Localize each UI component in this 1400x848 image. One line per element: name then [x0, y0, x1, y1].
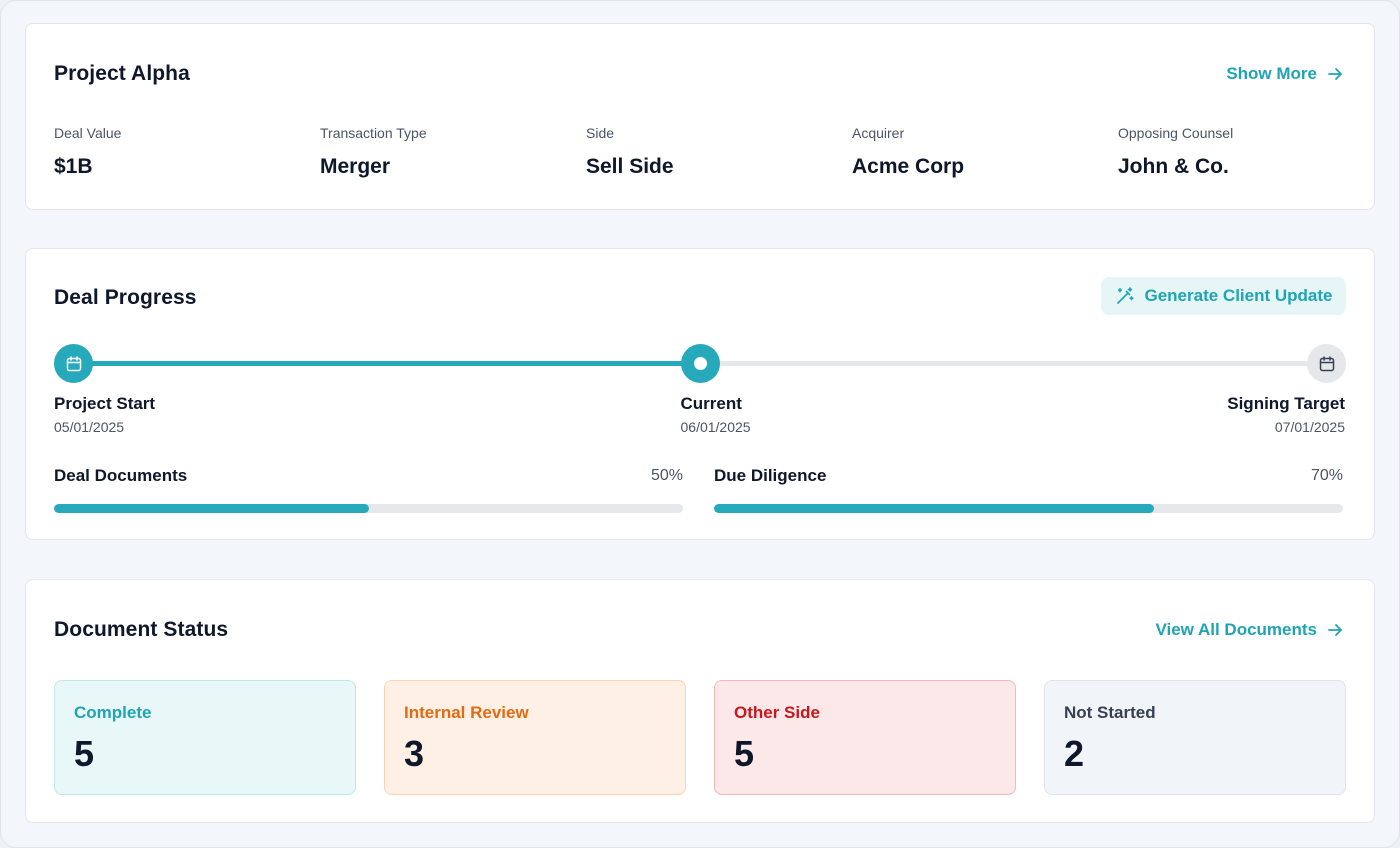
- progress-bar-name: Deal Documents: [54, 466, 188, 485]
- status-card-other-side[interactable]: Other Side 5: [714, 680, 1016, 795]
- field-value: $1B: [54, 155, 93, 178]
- generate-client-update-label: Generate Client Update: [1144, 286, 1333, 305]
- field-value: Sell Side: [586, 155, 674, 178]
- project-title: Project Alpha: [54, 62, 190, 85]
- timeline-track-fill: [74, 361, 700, 366]
- milestone-signing-target: Signing Target 07/01/2025: [1227, 394, 1345, 435]
- milestone-current: Current 06/01/2025: [681, 394, 751, 435]
- calendar-icon: [1319, 355, 1334, 371]
- progress-bar-track: [714, 504, 1343, 513]
- progress-bar-due-diligence: Due Diligence 70%: [714, 466, 1343, 513]
- field-value: Merger: [320, 155, 391, 178]
- field-value: John & Co.: [1118, 155, 1229, 178]
- field-side: Side Sell Side: [586, 125, 836, 179]
- arrow-right-icon: [1328, 68, 1342, 80]
- status-label: Not Started: [1064, 703, 1156, 722]
- milestone-date: 07/01/2025: [1274, 419, 1345, 435]
- milestone-date: 06/01/2025: [680, 419, 751, 435]
- progress-bar-fill: [54, 504, 369, 513]
- field-value: Acme Corp: [852, 155, 965, 178]
- timeline-node-end: [1307, 344, 1346, 383]
- field-acquirer: Acquirer Acme Corp: [852, 125, 1102, 179]
- field-transaction-type: Transaction Type Merger: [320, 125, 570, 179]
- calendar-icon: [66, 355, 81, 371]
- status-count: 5: [734, 733, 755, 774]
- progress-bar-deal-documents: Deal Documents 50%: [54, 466, 683, 513]
- timeline-node-current: [680, 344, 720, 383]
- timeline-node-start: [54, 344, 93, 383]
- field-label: Deal Value: [54, 125, 122, 141]
- progress-bar-percent: 70%: [1310, 467, 1343, 484]
- milestone-project-start: Project Start 05/01/2025: [54, 394, 155, 435]
- status-label: Other Side: [734, 703, 820, 722]
- document-status-card: Document Status View All Documents Compl…: [25, 579, 1375, 823]
- show-more-label: Show More: [1226, 64, 1317, 83]
- field-label: Side: [586, 125, 615, 141]
- field-deal-value: Deal Value $1B: [54, 125, 304, 179]
- milestone-label: Project Start: [54, 394, 156, 413]
- progress-bar-fill: [714, 504, 1155, 513]
- status-count: 3: [404, 733, 425, 774]
- field-opposing-counsel: Opposing Counsel John & Co.: [1118, 125, 1368, 179]
- view-all-documents-link[interactable]: View All Documents: [1155, 620, 1343, 640]
- deal-progress-card: Deal Progress Generate Client Update: [25, 248, 1375, 540]
- generate-client-update-button[interactable]: Generate Client Update: [1101, 277, 1346, 315]
- status-card-not-started[interactable]: Not Started 2: [1044, 680, 1346, 795]
- progress-bar-percent: 50%: [650, 467, 683, 484]
- progress-bar-name: Due Diligence: [714, 466, 827, 485]
- milestone-label: Current: [680, 394, 742, 413]
- progress-bar-track: [54, 504, 683, 513]
- magic-wand-icon: [1116, 287, 1134, 304]
- milestone-label: Signing Target: [1227, 394, 1345, 413]
- deal-progress-title: Deal Progress: [54, 286, 197, 309]
- current-dot: [693, 357, 707, 370]
- field-label: Opposing Counsel: [1118, 125, 1234, 141]
- view-all-documents-label: View All Documents: [1155, 620, 1317, 639]
- status-label: Internal Review: [404, 703, 529, 722]
- field-label: Acquirer: [852, 125, 905, 141]
- document-status-title: Document Status: [54, 618, 229, 641]
- status-count: 2: [1064, 733, 1085, 774]
- show-more-link[interactable]: Show More: [1226, 64, 1343, 84]
- arrow-right-icon: [1328, 624, 1342, 636]
- status-card-internal-review[interactable]: Internal Review 3: [384, 680, 686, 795]
- deal-timeline: [54, 344, 1346, 384]
- status-count: 5: [74, 733, 95, 774]
- milestone-date: 05/01/2025: [54, 419, 125, 435]
- project-summary-card: Project Alpha Show More Deal Value $1B T…: [25, 23, 1375, 210]
- field-label: Transaction Type: [320, 125, 427, 141]
- status-label: Complete: [74, 703, 152, 722]
- status-card-complete[interactable]: Complete 5: [54, 680, 356, 795]
